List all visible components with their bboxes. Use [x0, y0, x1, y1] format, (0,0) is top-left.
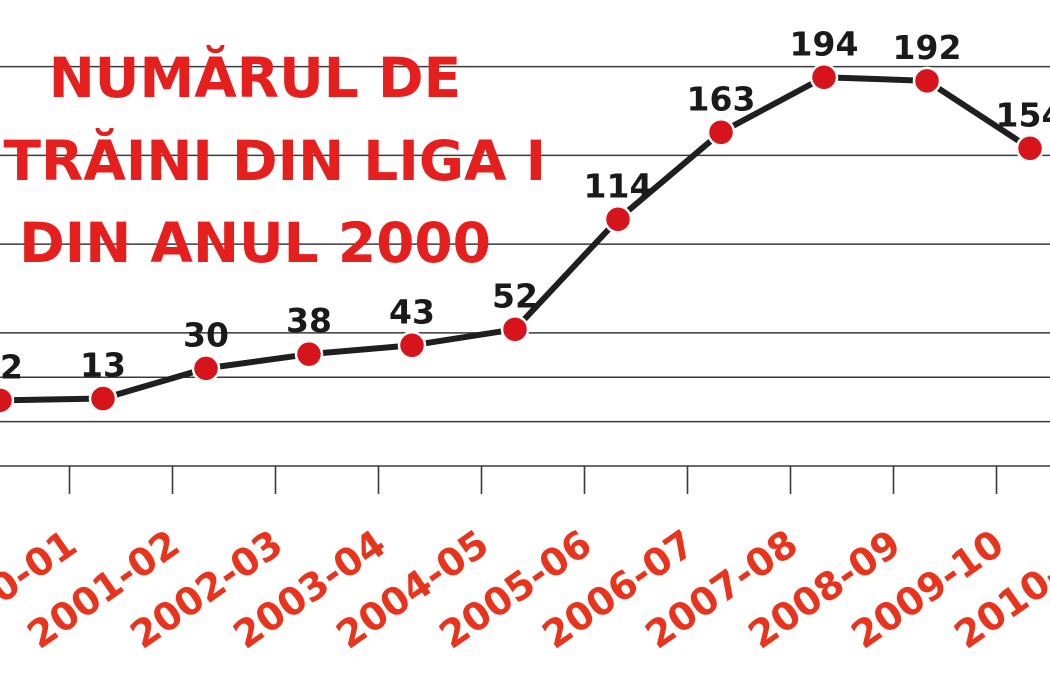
data-point-2001-02 [88, 384, 118, 413]
data-label-2005-06: 52 [492, 276, 538, 315]
data-label-2002-03: 30 [183, 315, 229, 354]
data-label-2003-04: 38 [286, 301, 332, 340]
data-point-2005-06 [500, 315, 530, 344]
data-label-2009-10: 192 [893, 28, 962, 67]
data-point-2002-03 [191, 354, 221, 383]
x-axis-ticks [68, 466, 998, 494]
data-point-2009-10 [912, 66, 942, 96]
data-point-2010-11 [1015, 134, 1045, 163]
data-label-2008-09: 194 [790, 24, 859, 63]
chart-title-line-3: DIN ANUL 2000 [19, 211, 491, 275]
data-point-2000-01 [0, 386, 15, 415]
chart-title: NUMĂRUL DE STRĂINI DIN LIGA I DIN ANUL 2… [0, 45, 546, 275]
data-label-2001-02: 13 [80, 346, 126, 385]
data-point-2008-09 [809, 63, 839, 92]
data-label-2006-07: 114 [584, 166, 653, 205]
data-label-2000-01: 12 [0, 347, 23, 386]
data-point-2003-04 [294, 339, 324, 369]
data-points [0, 63, 1045, 415]
data-point-2007-08 [706, 118, 736, 147]
chart-title-line-2: STRĂINI DIN LIGA I [0, 128, 546, 193]
x-tick-labels: 2000-012001-022002-032003-042004-052005-… [0, 521, 1050, 657]
data-point-2004-05 [397, 331, 427, 360]
data-point-2006-07 [603, 205, 633, 234]
data-label-2004-05: 43 [389, 292, 435, 331]
data-labels: 12 13 30 38 43 52 114 163 194 192 154 [0, 24, 1050, 386]
data-label-2010-11: 154 [996, 95, 1050, 134]
chart-title-line-1: NUMĂRUL DE [49, 45, 461, 110]
data-label-2007-08: 163 [687, 79, 756, 118]
